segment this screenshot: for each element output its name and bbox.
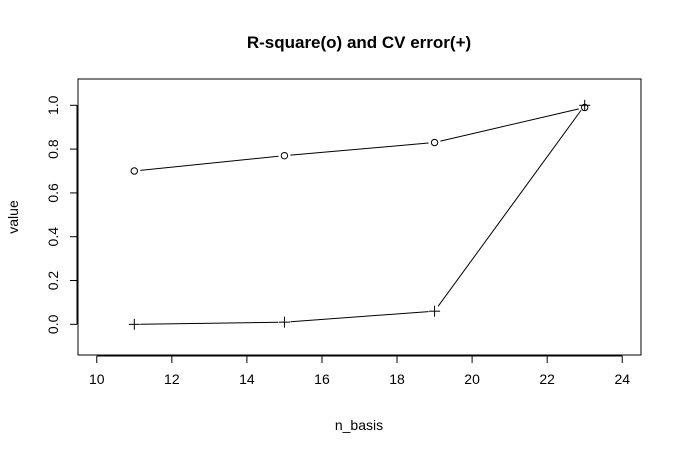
series-0-segment xyxy=(290,142,429,156)
series-1-segment xyxy=(140,321,279,325)
y-tick-label: 0.2 xyxy=(45,271,61,291)
series-1-point xyxy=(128,318,140,330)
x-tick-label: 10 xyxy=(89,371,105,387)
series-1-point xyxy=(429,305,441,317)
series-1-point xyxy=(579,99,591,111)
series-1-point xyxy=(278,316,290,328)
series-1-segment xyxy=(290,311,429,323)
x-tick-label: 16 xyxy=(314,371,330,387)
y-tick-label: 0.8 xyxy=(45,139,61,159)
series-0-segment xyxy=(140,155,279,171)
y-axis-label: value xyxy=(5,200,21,234)
x-tick-label: 24 xyxy=(614,371,630,387)
series-0-point xyxy=(280,151,289,160)
y-tick-label: 0.6 xyxy=(45,183,61,203)
plot-frame xyxy=(77,78,642,356)
y-axis: 0.0 0.2 0.4 0.6 0.8 1.0 xyxy=(45,95,78,334)
x-tick-label: 14 xyxy=(239,371,255,387)
x-tick-label: 20 xyxy=(464,371,480,387)
x-tick-label: 12 xyxy=(164,371,180,387)
y-tick-label: 0.0 xyxy=(45,314,61,334)
x-axis: 10 12 14 16 18 20 22 24 xyxy=(89,355,630,387)
x-tick-label: 18 xyxy=(389,371,405,387)
chart-title: R-square(o) and CV error(+) xyxy=(247,33,471,52)
plot-area xyxy=(128,99,591,330)
x-tick-label: 22 xyxy=(539,371,555,387)
series-1-segment xyxy=(437,109,582,307)
x-axis-label: n_basis xyxy=(335,417,383,433)
series-0-point xyxy=(130,167,139,175)
y-tick-label: 1.0 xyxy=(45,95,61,115)
series-0-point xyxy=(430,138,439,147)
series-0-segment xyxy=(440,108,579,142)
y-tick-label: 0.4 xyxy=(45,227,61,247)
